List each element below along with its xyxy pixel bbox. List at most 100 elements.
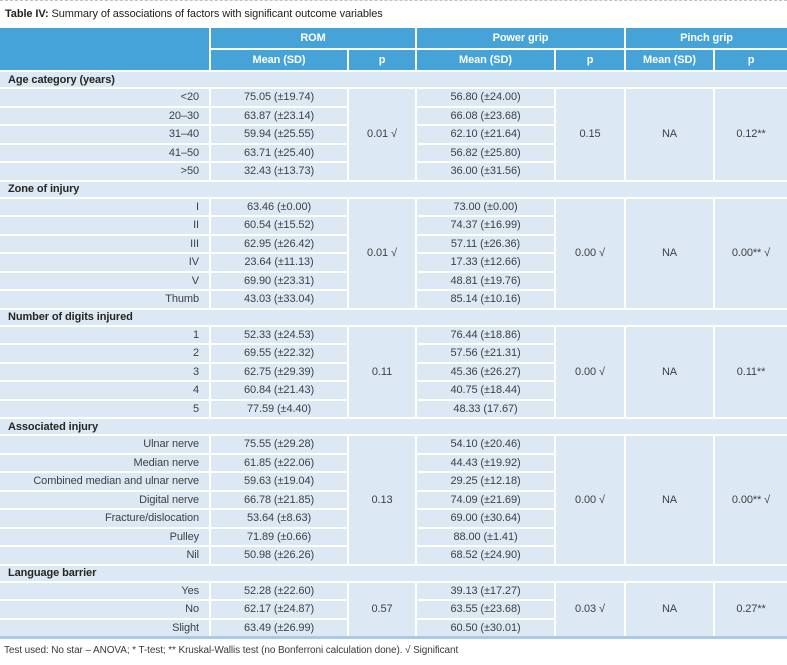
rom-mean-cell: 59.94 (±25.55) (209, 124, 348, 144)
row-label-cell: 3 (0, 361, 210, 381)
table-row: 20–30 63.87 (±23.14) 66.08 (±23.68) (0, 105, 787, 125)
row-label-cell: II (0, 215, 210, 235)
powergrip-p-cell: 0.00 √ (554, 196, 625, 309)
pinchgrip-p-cell: 0.11** (713, 324, 787, 418)
row-label-cell: I (0, 196, 210, 216)
pinchgrip-mean-cell: NA (624, 196, 714, 309)
powergrip-mean-cell: 57.11 (±26.36) (415, 233, 555, 253)
row-label-cell: 1 (0, 324, 210, 344)
rom-mean-cell: 60.84 (±21.43) (209, 380, 348, 400)
rom-p-cell: 0.11 (347, 324, 416, 418)
rom-mean-cell: 75.55 (±29.28) (209, 434, 348, 454)
section-header-row: Zone of injury (0, 179, 787, 198)
powergrip-p-cell: 0.00 √ (554, 324, 625, 418)
powergrip-mean-cell: 68.52 (±24.90) (415, 545, 555, 565)
row-label-cell: 5 (0, 398, 210, 418)
rom-p-cell: 0.01 √ (347, 196, 416, 309)
row-label-cell: >50 (0, 161, 210, 181)
powergrip-mean-cell: 39.13 (±17.27) (415, 580, 555, 600)
table-row: 1 52.33 (±24.53) 0.11 76.44 (±18.86) 0.00 √ N… (0, 324, 787, 418)
row-label-cell: Slight (0, 617, 210, 638)
section-header-row: Age category (years) (0, 71, 787, 88)
table-row: Nil 50.98 (±26.26) 68.52 (±24.90) (0, 545, 787, 565)
rom-mean-cell: 63.87 (±23.14) (209, 105, 348, 125)
table-row: III 62.95 (±26.42) 57.11 (±26.36) (0, 233, 787, 253)
header-powergrip-mean-sd: Mean (SD) (415, 49, 555, 72)
rom-mean-cell: 71.89 (±0.66) (209, 526, 348, 546)
powergrip-p-cell: 0.15 (554, 87, 625, 181)
row-label-cell: No (0, 599, 210, 619)
table-row: >50 32.43 (±13.73) 36.00 (±31.56) (0, 161, 787, 181)
table-body: Age category (years) <20 75.05 (±19.74) 0.0… (0, 71, 787, 638)
pinchgrip-mean-cell: NA (624, 434, 714, 565)
table-row: 2 69.55 (±22.32) 57.56 (±21.31) (0, 343, 787, 363)
row-label-cell: <20 (0, 87, 210, 107)
table-row: Digital nerve 66.78 (±21.85) 74.09 (±21.69… (0, 489, 787, 509)
header-pinchgrip-p: p (713, 49, 787, 72)
powergrip-mean-cell: 62.10 (±21.64) (415, 124, 555, 144)
header-sub-row: Mean (SD) p Mean (SD) p Mean (SD) p (0, 49, 787, 72)
powergrip-mean-cell: 36.00 (±31.56) (415, 161, 555, 181)
section-header-label: Associated injury (0, 417, 787, 435)
header-corner-cell (0, 28, 210, 72)
rom-mean-cell: 69.55 (±22.32) (209, 343, 348, 363)
row-label-cell: 41–50 (0, 142, 210, 162)
table-row: Slight 63.49 (±26.99) 60.50 (±30.01) (0, 617, 787, 638)
pinchgrip-p-cell: 0.00** √ (713, 434, 787, 565)
rom-mean-cell: 52.28 (±22.60) (209, 580, 348, 600)
powergrip-p-cell: 0.03 √ (554, 580, 625, 638)
table-row: 4 60.84 (±21.43) 40.75 (±18.44) (0, 380, 787, 400)
section-header-label: Age category (years) (0, 71, 787, 88)
table-row: Thumb 43.03 (±33.04) 85.14 (±10.16) (0, 289, 787, 309)
rom-p-cell: 0.01 √ (347, 87, 416, 181)
table-caption-text: Summary of associations of factors with … (51, 8, 383, 20)
rom-mean-cell: 52.33 (±24.53) (209, 324, 348, 344)
rom-mean-cell: 60.54 (±15.52) (209, 215, 348, 235)
powergrip-mean-cell: 73.00 (±0.00) (415, 196, 555, 216)
section-header-row: Language barrier (0, 563, 787, 582)
summary-table: ROM Power grip Pinch grip Mean (SD) p Me… (0, 28, 787, 639)
powergrip-mean-cell: 45.36 (±26.27) (415, 361, 555, 381)
rom-mean-cell: 59.63 (±19.04) (209, 471, 348, 491)
row-label-cell: Pulley (0, 526, 210, 546)
section-header-label: Number of digits injured (0, 307, 787, 326)
rom-mean-cell: 32.43 (±13.73) (209, 161, 348, 181)
table-row: Pulley 71.89 (±0.66) 88.00 (±1.41) (0, 526, 787, 546)
powergrip-mean-cell: 17.33 (±12.66) (415, 252, 555, 272)
rom-mean-cell: 50.98 (±26.26) (209, 545, 348, 565)
powergrip-mean-cell: 56.80 (±24.00) (415, 87, 555, 107)
header-group-power-grip: Power grip (415, 28, 625, 50)
powergrip-mean-cell: 66.08 (±23.68) (415, 105, 555, 125)
row-label-cell: Digital nerve (0, 489, 210, 509)
powergrip-mean-cell: 74.37 (±16.99) (415, 215, 555, 235)
rom-mean-cell: 63.46 (±0.00) (209, 196, 348, 216)
row-label-cell: Median nerve (0, 452, 210, 472)
rom-mean-cell: 63.49 (±26.99) (209, 617, 348, 638)
rom-mean-cell: 69.90 (±23.31) (209, 270, 348, 290)
footnote: Test used: No star – ANOVA; * T-test; **… (4, 645, 459, 656)
table-row: 3 62.75 (±29.39) 45.36 (±26.27) (0, 361, 787, 381)
table-row: Yes 52.28 (±22.60) 0.57 39.13 (±17.27) 0.03 … (0, 580, 787, 638)
row-label-cell: IV (0, 252, 210, 272)
row-label-cell: V (0, 270, 210, 290)
header-pinchgrip-mean-sd: Mean (SD) (624, 49, 714, 72)
header-rom-mean-sd: Mean (SD) (209, 49, 348, 72)
powergrip-mean-cell: 56.82 (±25.80) (415, 142, 555, 162)
powergrip-mean-cell: 48.81 (±19.76) (415, 270, 555, 290)
header-powergrip-p: p (554, 49, 625, 72)
table-header: ROM Power grip Pinch grip Mean (SD) p Me… (0, 28, 787, 72)
table-row: <20 75.05 (±19.74) 0.01 √ 56.80 (±24.00) 0.1… (0, 87, 787, 181)
rom-mean-cell: 77.59 (±4.40) (209, 398, 348, 418)
row-label-cell: Thumb (0, 289, 210, 309)
powergrip-mean-cell: 69.00 (±30.64) (415, 508, 555, 528)
powergrip-mean-cell: 40.75 (±18.44) (415, 380, 555, 400)
rom-mean-cell: 43.03 (±33.04) (209, 289, 348, 309)
table-row: 31–40 59.94 (±25.55) 62.10 (±21.64) (0, 124, 787, 144)
rom-mean-cell: 62.75 (±29.39) (209, 361, 348, 381)
row-label-cell: Nil (0, 545, 210, 565)
rom-mean-cell: 61.85 (±22.06) (209, 452, 348, 472)
rom-p-cell: 0.57 (347, 580, 416, 638)
row-label-cell: Combined median and ulnar nerve (0, 471, 210, 491)
table-caption: Table IV: Summary of associations of fac… (0, 1, 787, 28)
table-row: I 63.46 (±0.00) 0.01 √ 73.00 (±0.00) 0.00 √ N… (0, 196, 787, 309)
